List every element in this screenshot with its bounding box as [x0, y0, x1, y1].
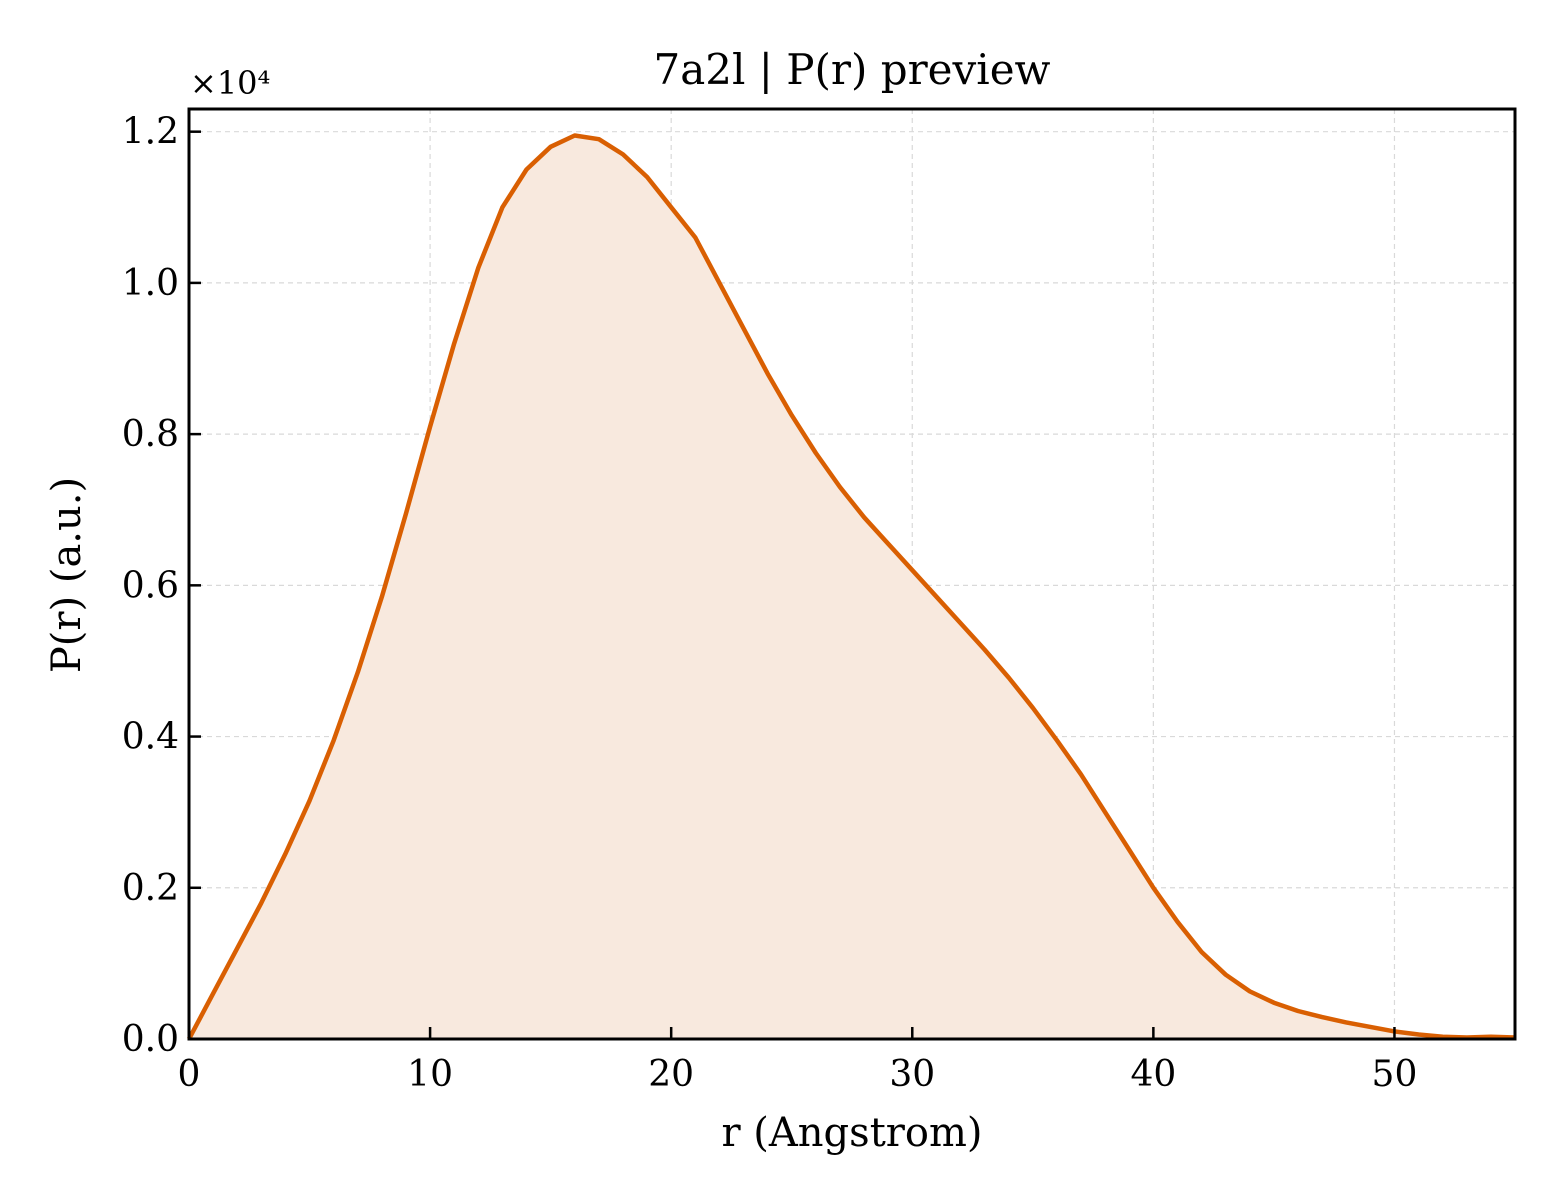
series-layer: [187, 133, 1516, 1041]
x-tick-label: 10: [407, 1054, 453, 1095]
ticks: 0 10 20 30 40 50 0.0 0.2 0.4 0.6 0.8 1.0 1.2: [122, 112, 1418, 1095]
x-axis-label: r (Angstrom): [721, 1110, 982, 1156]
y-tick-label: 1.2: [122, 112, 179, 153]
plot-frame: [187, 107, 1517, 1041]
y-tick-label: 0.0: [122, 1019, 179, 1060]
y-axis-label: P(r) (a.u.): [44, 477, 90, 673]
y-axis-multiplier: ×10⁴: [190, 64, 270, 102]
y-tick-label: 0.8: [122, 414, 179, 455]
y-tick-label: 0.4: [122, 717, 179, 758]
x-tick-label: 50: [1372, 1054, 1418, 1095]
y-tick-label: 0.6: [122, 565, 179, 606]
chart-title: 7a2l | P(r) preview: [653, 45, 1050, 94]
pr-line: [187, 133, 1516, 1041]
x-tick-label: 20: [648, 1054, 694, 1095]
x-tick-label: 40: [1130, 1054, 1176, 1095]
pr-area-fill: [189, 135, 1515, 1039]
y-tick-label: 0.2: [122, 868, 179, 909]
x-tick-label: 30: [889, 1054, 935, 1095]
x-tick-label: 0: [178, 1054, 201, 1095]
y-tick-label: 1.0: [122, 263, 179, 304]
